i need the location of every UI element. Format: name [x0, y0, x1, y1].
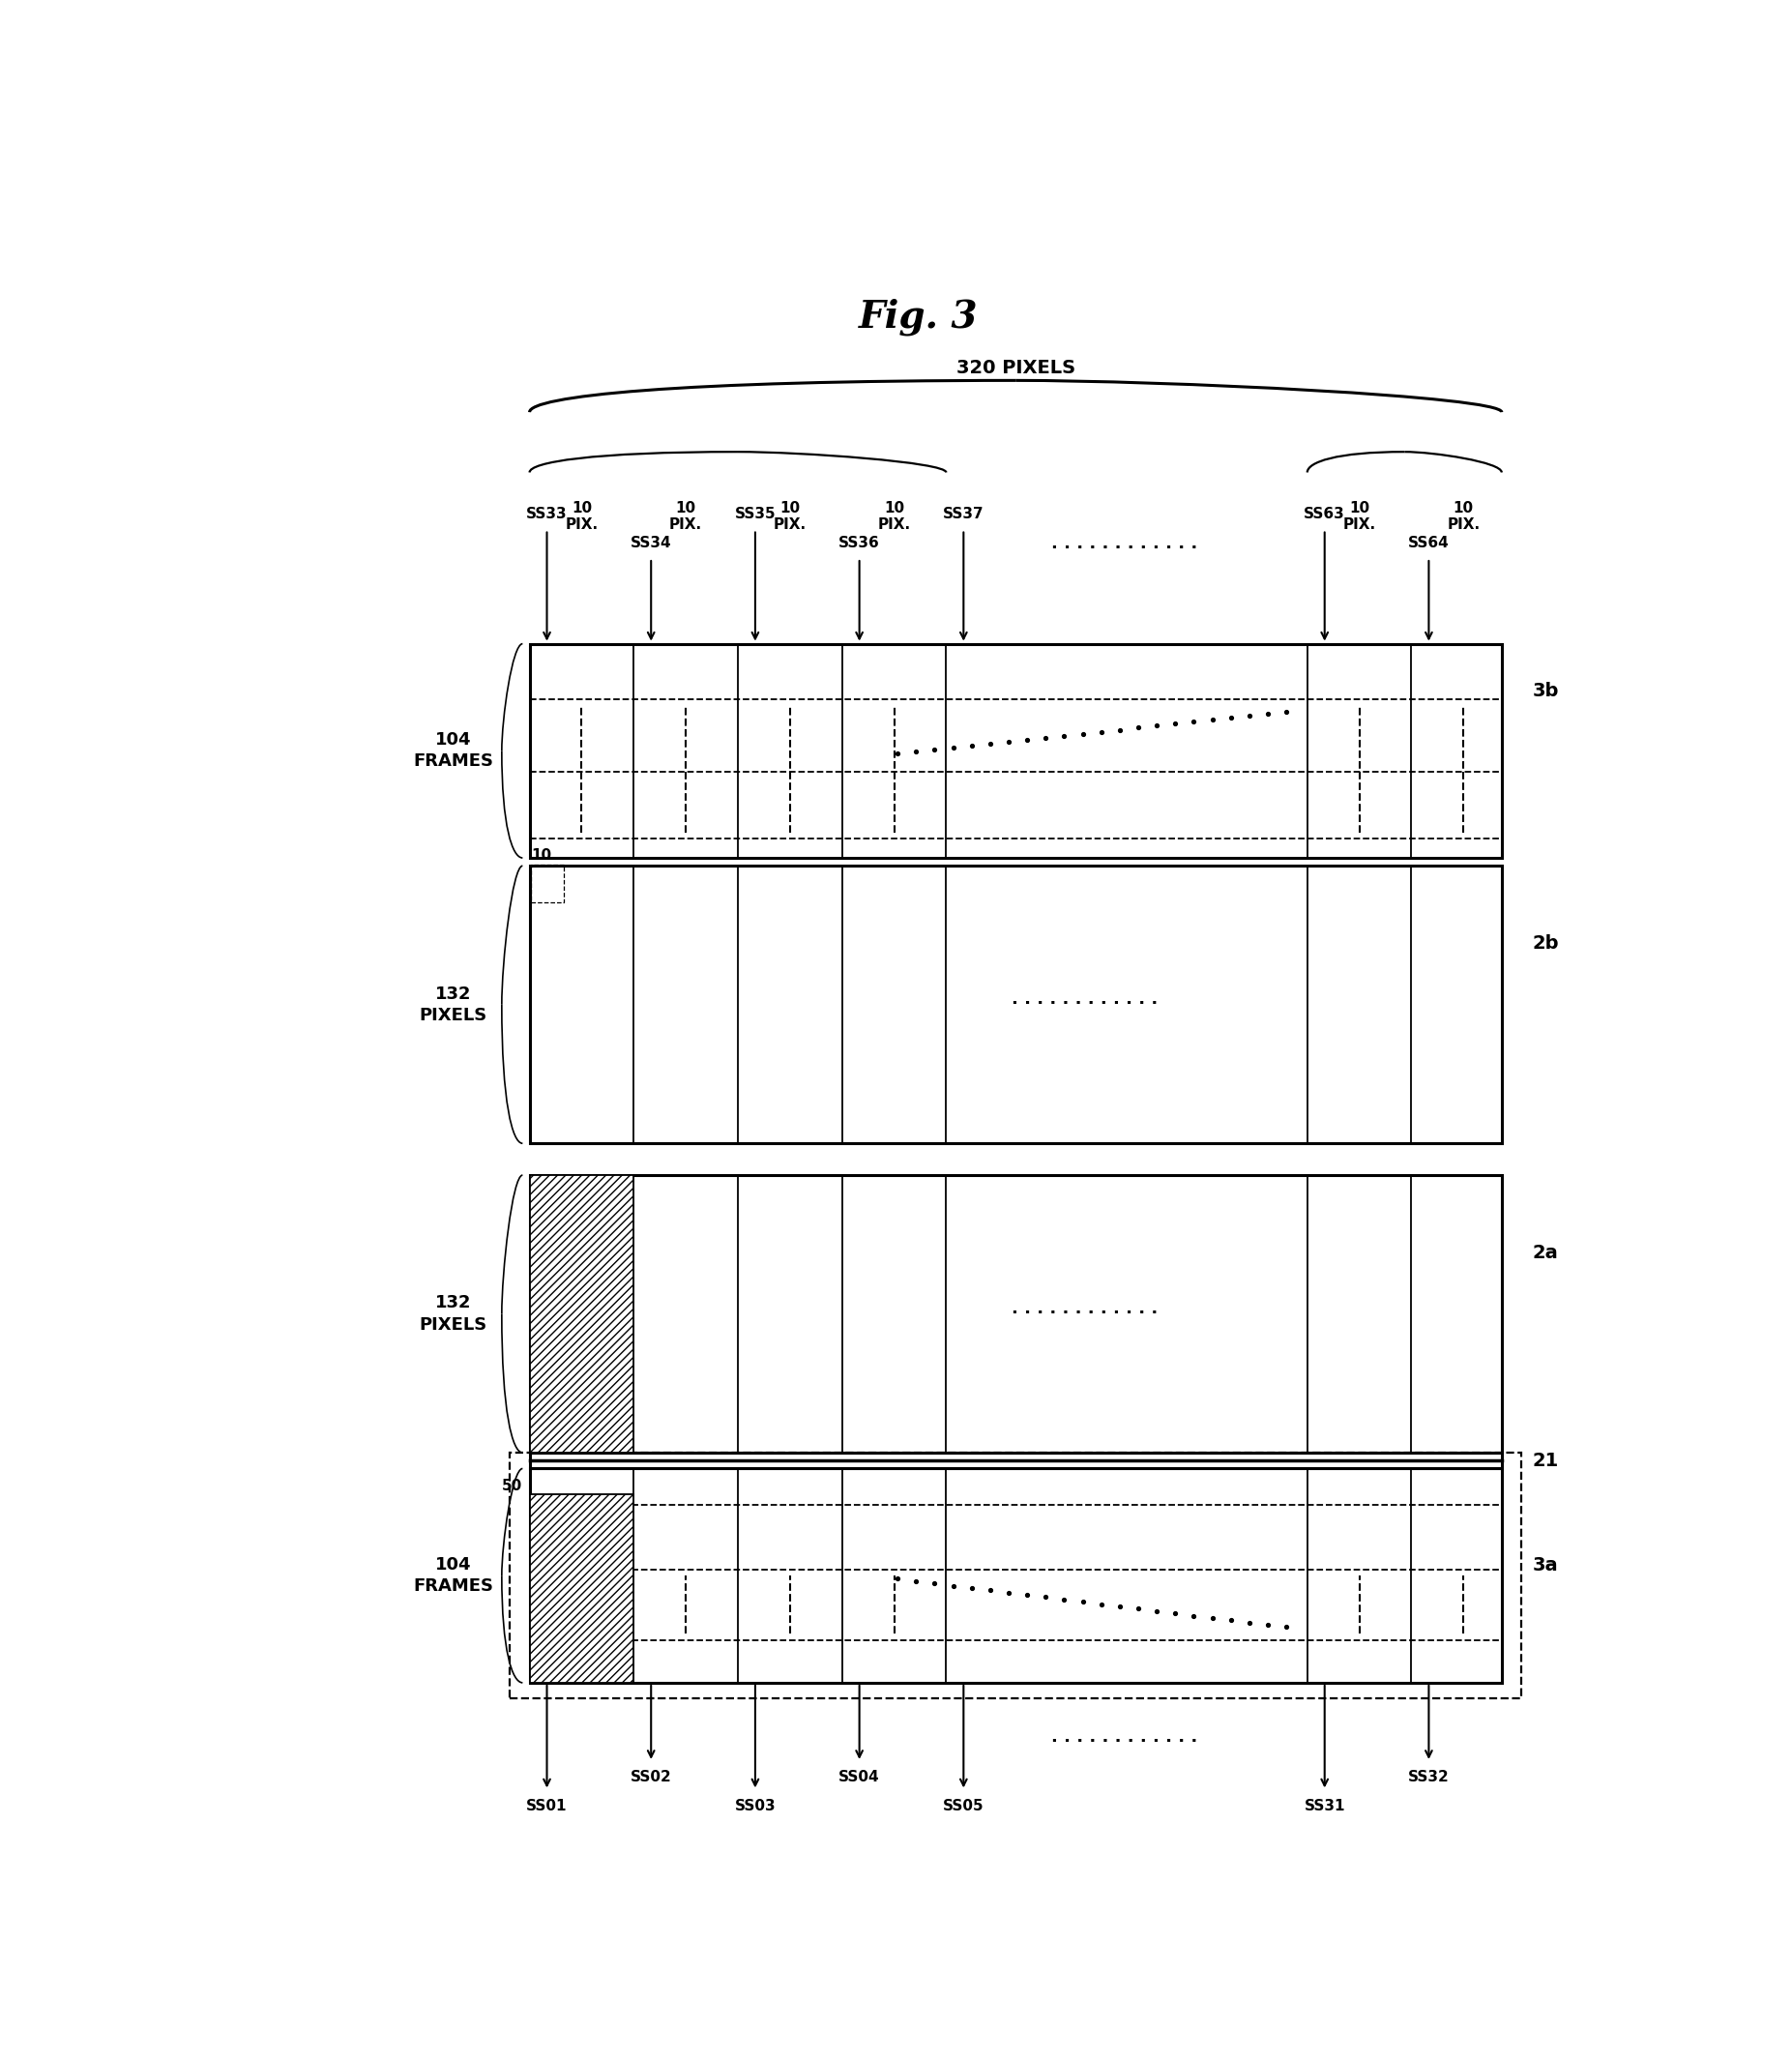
Text: SS37: SS37: [943, 507, 984, 521]
Text: 104
FRAMES: 104 FRAMES: [412, 1555, 493, 1594]
Bar: [530, 1452, 1502, 1469]
Text: 3b: 3b: [1532, 682, 1559, 700]
Text: 10
PIX.: 10 PIX.: [1342, 501, 1376, 531]
Text: 132
PIXELS: 132 PIXELS: [419, 1294, 487, 1333]
Text: 50: 50: [502, 1479, 523, 1494]
Text: SS02: SS02: [631, 1770, 672, 1784]
Text: SS35: SS35: [735, 507, 776, 521]
Text: 10
PIX.: 10 PIX.: [668, 501, 702, 531]
Text: 104
FRAMES: 104 FRAMES: [412, 731, 493, 770]
Text: SS63: SS63: [1305, 507, 1346, 521]
Text: SS01: SS01: [527, 1798, 568, 1813]
Bar: [530, 1469, 1502, 1683]
Text: SS04: SS04: [839, 1770, 880, 1784]
Bar: [530, 865, 1502, 1143]
Text: SS33: SS33: [527, 507, 568, 521]
Bar: [530, 865, 564, 902]
Text: . . . . . . . . . . . .: . . . . . . . . . . . .: [1050, 536, 1197, 552]
Bar: [530, 1174, 1502, 1452]
Text: Fig. 3: Fig. 3: [858, 299, 978, 336]
Text: 2a: 2a: [1532, 1244, 1557, 1263]
Bar: [530, 643, 1502, 857]
Text: SS64: SS64: [1409, 536, 1450, 550]
Text: SS03: SS03: [735, 1798, 776, 1813]
Text: 10
PIX.: 10 PIX.: [1446, 501, 1480, 531]
Text: 132
PIXELS: 132 PIXELS: [419, 985, 487, 1024]
Bar: [530, 1494, 634, 1683]
Text: 10: 10: [530, 849, 552, 863]
Text: SS34: SS34: [631, 536, 672, 550]
Text: 21: 21: [1532, 1452, 1559, 1471]
Bar: [511, 1452, 1521, 1699]
Text: 320 PIXELS: 320 PIXELS: [957, 358, 1075, 377]
Text: 2b: 2b: [1532, 935, 1559, 952]
Text: SS05: SS05: [943, 1798, 984, 1813]
Text: . . . . . . . . . . . .: . . . . . . . . . . . .: [1012, 1300, 1158, 1316]
Text: 10
PIX.: 10 PIX.: [878, 501, 910, 531]
Text: . . . . . . . . . . . .: . . . . . . . . . . . .: [1050, 1728, 1197, 1745]
Text: SS36: SS36: [839, 536, 880, 550]
Text: 3a: 3a: [1532, 1555, 1557, 1574]
Text: SS32: SS32: [1409, 1770, 1450, 1784]
Text: SS31: SS31: [1305, 1798, 1346, 1813]
Text: 10
PIX.: 10 PIX.: [774, 501, 806, 531]
Text: . . . . . . . . . . . .: . . . . . . . . . . . .: [1012, 991, 1158, 1007]
Text: 10
PIX.: 10 PIX.: [564, 501, 599, 531]
Bar: [530, 1174, 634, 1452]
